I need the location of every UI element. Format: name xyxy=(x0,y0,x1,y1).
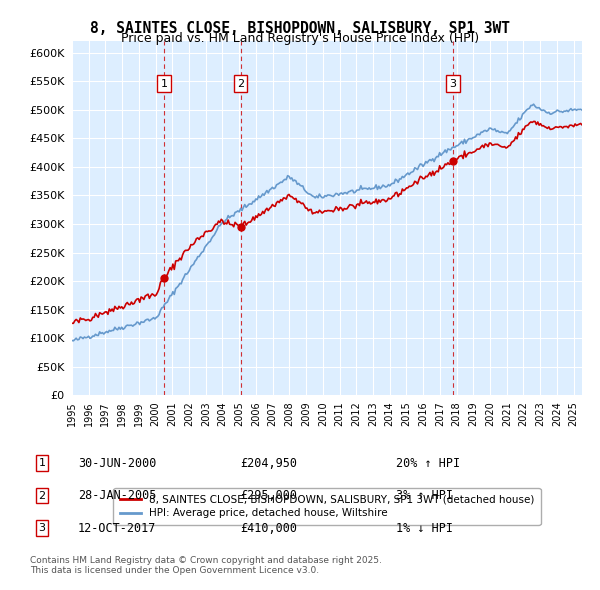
Text: 3: 3 xyxy=(449,79,457,88)
Text: £295,000: £295,000 xyxy=(240,489,297,502)
Text: £204,950: £204,950 xyxy=(240,457,297,470)
Text: £410,000: £410,000 xyxy=(240,522,297,535)
Text: 3% ↑ HPI: 3% ↑ HPI xyxy=(396,489,453,502)
Text: 8, SAINTES CLOSE, BISHOPDOWN, SALISBURY, SP1 3WT: 8, SAINTES CLOSE, BISHOPDOWN, SALISBURY,… xyxy=(90,21,510,35)
Text: Contains HM Land Registry data © Crown copyright and database right 2025.
This d: Contains HM Land Registry data © Crown c… xyxy=(30,556,382,575)
Text: 12-OCT-2017: 12-OCT-2017 xyxy=(78,522,157,535)
Text: 30-JUN-2000: 30-JUN-2000 xyxy=(78,457,157,470)
Text: 1: 1 xyxy=(160,79,167,88)
Text: 2: 2 xyxy=(38,491,46,500)
Text: 1% ↓ HPI: 1% ↓ HPI xyxy=(396,522,453,535)
Text: 28-JAN-2005: 28-JAN-2005 xyxy=(78,489,157,502)
Legend: 8, SAINTES CLOSE, BISHOPDOWN, SALISBURY, SP1 3WT (detached house), HPI: Average : 8, SAINTES CLOSE, BISHOPDOWN, SALISBURY,… xyxy=(113,488,541,525)
Text: 3: 3 xyxy=(38,523,46,533)
Text: 2: 2 xyxy=(237,79,244,88)
Text: 20% ↑ HPI: 20% ↑ HPI xyxy=(396,457,460,470)
Text: Price paid vs. HM Land Registry's House Price Index (HPI): Price paid vs. HM Land Registry's House … xyxy=(121,32,479,45)
Text: 1: 1 xyxy=(38,458,46,468)
